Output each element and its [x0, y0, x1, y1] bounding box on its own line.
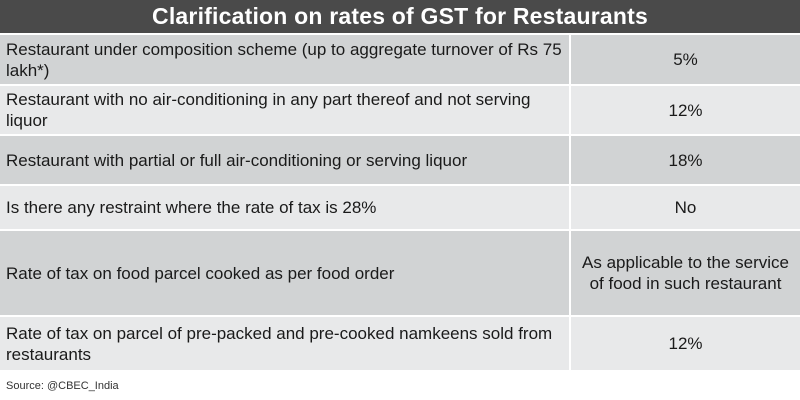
row-rate: As applicable to the service of food in …	[570, 230, 800, 317]
row-rate: No	[570, 185, 800, 231]
table-row: Restaurant under composition scheme (up …	[0, 35, 800, 86]
gst-rates-table: Restaurant under composition scheme (up …	[0, 35, 800, 372]
table-row: Rate of tax on parcel of pre-packed and …	[0, 316, 800, 372]
row-rate: 18%	[570, 135, 800, 186]
row-label: Restaurant under composition scheme (up …	[0, 35, 571, 86]
row-rate: 5%	[570, 35, 800, 86]
source-credit: Source: @CBEC_India	[6, 380, 119, 392]
row-rate: 12%	[570, 85, 800, 136]
row-rate: 12%	[570, 316, 800, 372]
table-row: Restaurant with partial or full air-cond…	[0, 135, 800, 186]
row-label: Restaurant with partial or full air-cond…	[0, 135, 571, 186]
table-row: Rate of tax on food parcel cooked as per…	[0, 230, 800, 317]
page-title: Clarification on rates of GST for Restau…	[0, 0, 800, 35]
row-label: Rate of tax on food parcel cooked as per…	[0, 230, 571, 317]
row-label: Restaurant with no air-conditioning in a…	[0, 85, 571, 136]
table-row: Is there any restraint where the rate of…	[0, 185, 800, 231]
source-strip	[0, 371, 800, 400]
table-row: Restaurant with no air-conditioning in a…	[0, 85, 800, 136]
row-label: Rate of tax on parcel of pre-packed and …	[0, 316, 571, 372]
row-label: Is there any restraint where the rate of…	[0, 185, 571, 231]
